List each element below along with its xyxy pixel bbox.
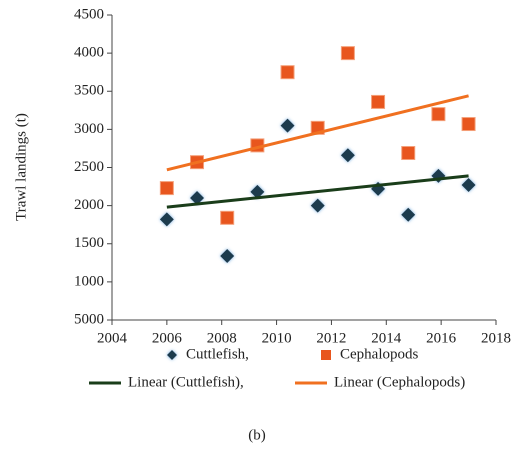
legend-label: Linear (Cephalopods) (334, 374, 465, 390)
y-tick-label: 4500 (74, 6, 104, 22)
legend-label: Linear (Cuttlefish), (128, 374, 244, 390)
y-axis-label: Trawl landings (t) (13, 113, 29, 221)
x-tick-label: 2014 (371, 330, 402, 346)
diamond-marker (159, 212, 174, 227)
diamond-marker (401, 207, 416, 222)
y-tick-label: 2500 (74, 159, 104, 175)
x-tick-label: 2016 (426, 330, 457, 346)
diamond-marker (461, 178, 476, 193)
y-tick-label: 4000 (74, 45, 104, 61)
trend-line (166, 174, 469, 209)
x-tick-label: 2012 (316, 330, 346, 346)
x-tick-label: 2018 (481, 330, 511, 346)
x-tick-label: 2010 (262, 330, 292, 346)
legend-label: Cephalopods (340, 346, 418, 362)
legend-label: Cuttlefish, (186, 346, 249, 362)
y-tick-label: 1000 (74, 273, 104, 289)
legend-marker (167, 350, 177, 360)
trend-line (166, 94, 469, 172)
diamond-marker (310, 198, 325, 213)
square-marker (371, 94, 386, 109)
diamond-marker (190, 191, 205, 205)
y-tick-label: 2000 (74, 197, 104, 213)
square-marker (401, 146, 416, 161)
diamond-marker (250, 184, 265, 199)
x-tick-label: 2006 (152, 330, 183, 346)
x-tick-label: 2004 (97, 330, 128, 346)
square-marker (461, 117, 476, 132)
x-tick-label: 2008 (207, 330, 237, 346)
caption: (b) (248, 427, 266, 443)
y-tick-label: 5000 (74, 311, 104, 327)
y-tick-label: 3000 (74, 121, 104, 137)
square-marker (220, 210, 235, 225)
square-marker (431, 107, 446, 122)
square-marker (159, 181, 174, 196)
square-marker (280, 65, 295, 80)
diamond-marker (220, 248, 235, 263)
square-marker (340, 46, 355, 61)
diamond-marker (340, 148, 355, 163)
y-tick-label: 1500 (74, 235, 104, 251)
y-tick-label: 3500 (74, 83, 104, 99)
diamond-marker (280, 118, 295, 133)
legend-marker (321, 350, 331, 360)
